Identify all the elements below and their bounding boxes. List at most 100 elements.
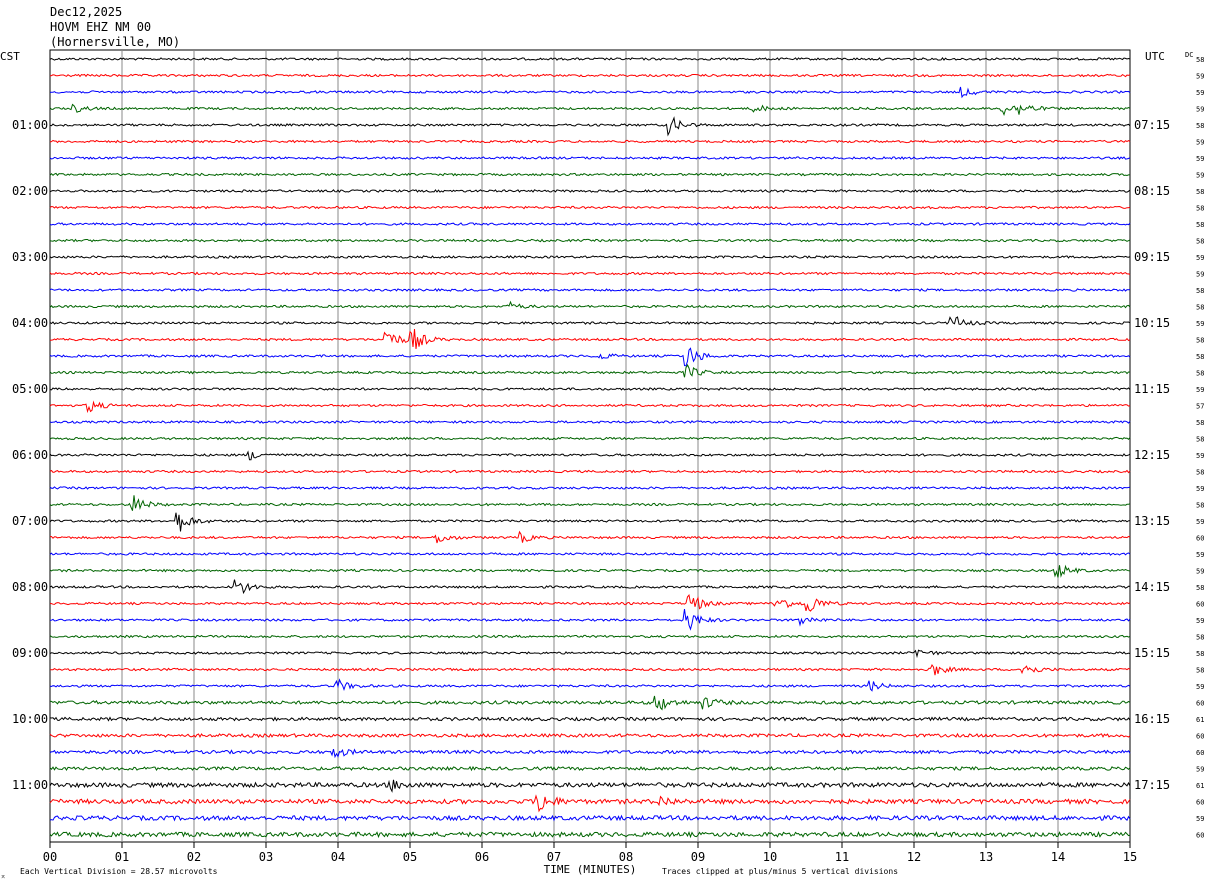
x-tick-label: 07: [547, 850, 561, 864]
x-tick-label: 08: [619, 850, 633, 864]
seismic-trace: [50, 663, 1131, 676]
utc-hour-label: 17:15: [1134, 778, 1170, 792]
dc-value: 59: [1196, 320, 1204, 328]
cst-hour-label: 11:00: [12, 778, 48, 792]
seismic-trace: [49, 400, 1131, 414]
seismic-trace: [50, 695, 1131, 711]
seismic-trace: [49, 238, 1131, 243]
dc-value: 57: [1196, 403, 1204, 411]
seismic-trace: [49, 387, 1131, 391]
utc-hour-label: 13:15: [1134, 514, 1170, 528]
cst-hour-label: 08:00: [12, 580, 48, 594]
seismic-trace: [49, 222, 1131, 226]
seismic-trace: [49, 530, 1131, 544]
dc-value: 58: [1196, 205, 1204, 213]
seismic-trace: [49, 512, 1131, 532]
utc-hour-label: 11:15: [1134, 382, 1170, 396]
dc-value: 58: [1196, 667, 1204, 675]
seismic-trace: [49, 678, 1131, 692]
seismic-trace: [49, 593, 1131, 612]
dc-value: 58: [1196, 287, 1204, 295]
seismic-trace: [49, 172, 1131, 177]
dc-value: 58: [1196, 188, 1204, 196]
seismic-trace: [49, 609, 1131, 631]
dc-value: 58: [1196, 650, 1204, 658]
dc-value: 58: [1196, 469, 1204, 477]
seismic-trace: [49, 634, 1131, 639]
plot-grid: [49, 49, 1131, 848]
seismic-trace: [49, 469, 1131, 474]
dc-value: 59: [1196, 452, 1204, 460]
seismic-trace: [49, 564, 1131, 578]
dc-value: 59: [1196, 766, 1204, 774]
x-tick-label: 04: [331, 850, 345, 864]
dc-value: 61: [1196, 782, 1204, 790]
dc-value: 58: [1196, 353, 1204, 361]
dc-value: 58: [1196, 122, 1204, 130]
dc-value: 58: [1196, 238, 1204, 246]
seismic-trace: [49, 420, 1131, 424]
dc-value: 58: [1196, 502, 1204, 510]
seismic-trace: [49, 103, 1131, 117]
seismic-trace: [49, 271, 1131, 276]
dc-value: 60: [1196, 535, 1204, 543]
cst-hour-label: 04:00: [12, 316, 48, 330]
seismic-trace: [49, 73, 1131, 78]
dc-label: DC: [1185, 51, 1193, 59]
x-tick-label: 11: [835, 850, 849, 864]
dc-value: 60: [1196, 799, 1204, 807]
station-code: HOVM EHZ NM 00: [50, 20, 152, 34]
x-tick-label: 10: [763, 850, 777, 864]
cst-axis-label: CST: [0, 50, 20, 63]
seismic-trace: [49, 794, 1131, 813]
dc-value: 58: [1196, 584, 1204, 592]
seismic-trace: [49, 732, 1131, 739]
cst-hour-label: 09:00: [12, 646, 48, 660]
dc-value: 59: [1196, 568, 1204, 576]
seismic-trace: [49, 363, 1130, 378]
trace-group: [49, 57, 1131, 839]
seismic-trace: [49, 830, 1131, 839]
dc-value: 59: [1196, 139, 1204, 147]
seismic-trace: [49, 486, 1131, 490]
seismic-trace: [49, 347, 1131, 367]
cst-hour-label: 10:00: [12, 712, 48, 726]
clip-note: Traces clipped at plus/minus 5 vertical …: [662, 867, 898, 876]
dc-value: 58: [1196, 56, 1204, 64]
corner-mark: ⌅: [1, 872, 5, 880]
utc-hour-label: 09:15: [1134, 250, 1170, 264]
dc-value: 60: [1196, 733, 1204, 741]
dc-value: 59: [1196, 617, 1204, 625]
seismic-trace: [49, 205, 1131, 210]
seismic-trace: [49, 57, 1131, 61]
seismic-trace: [49, 329, 1131, 349]
dc-value: 59: [1196, 551, 1204, 559]
x-tick-label: 03: [259, 850, 273, 864]
dc-value: 58: [1196, 419, 1204, 427]
seismic-trace: [49, 86, 1131, 99]
seismic-trace: [49, 495, 1131, 511]
seismic-trace: [49, 255, 1131, 259]
x-tick-label: 12: [907, 850, 921, 864]
label-group: 00 01 02 03 04 05 06 07 08 09 10 11 12 13 14 15 01:00 07:…: [12, 56, 1204, 864]
dc-value: 59: [1196, 89, 1204, 97]
dc-value: 59: [1196, 683, 1204, 691]
x-tick-label: 09: [691, 850, 705, 864]
dc-value: 58: [1196, 436, 1204, 444]
utc-hour-label: 07:15: [1134, 118, 1170, 132]
utc-axis-label: UTC: [1145, 50, 1165, 63]
x-axis-title: TIME (MINUTES): [544, 863, 637, 876]
seismic-trace: [49, 189, 1131, 193]
seismic-trace: [49, 316, 1131, 326]
seismic-trace: [49, 779, 1131, 793]
utc-hour-label: 10:15: [1134, 316, 1170, 330]
dc-value: 59: [1196, 155, 1204, 163]
x-tick-label: 13: [979, 850, 993, 864]
seismic-trace: [49, 288, 1131, 292]
utc-hour-label: 15:15: [1134, 646, 1170, 660]
seismic-trace: [49, 649, 1131, 659]
dc-value: 60: [1196, 749, 1204, 757]
dc-value: 59: [1196, 815, 1204, 823]
dc-value: 59: [1196, 386, 1204, 394]
